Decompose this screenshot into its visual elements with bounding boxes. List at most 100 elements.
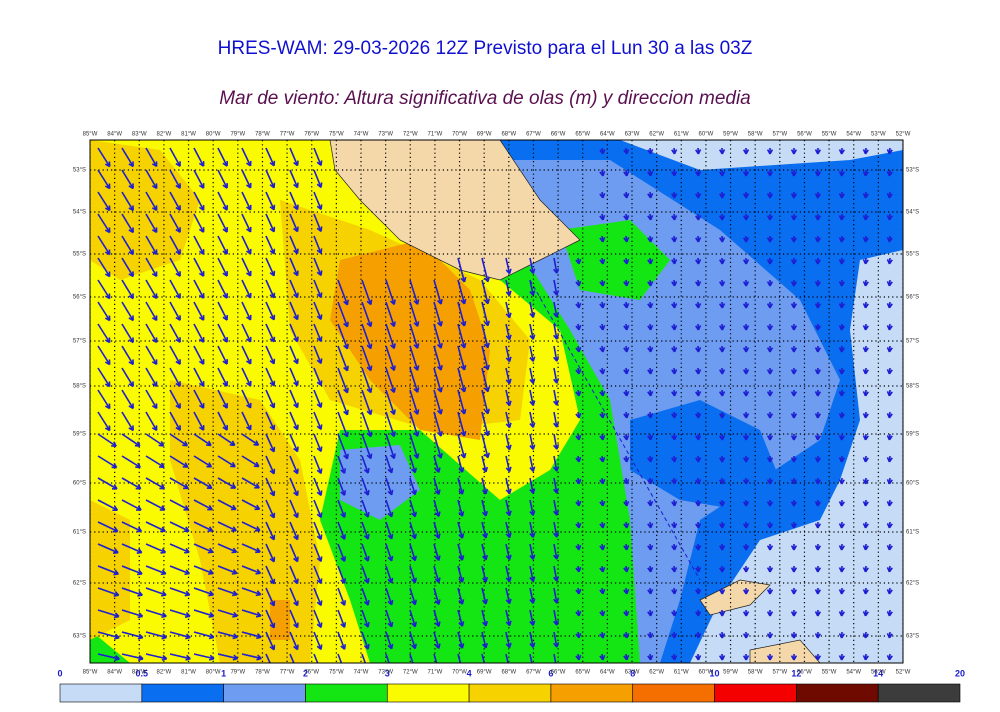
colorbar-swatch bbox=[796, 684, 878, 702]
lon-label-top: 73°W bbox=[378, 132, 393, 138]
lat-label-right: 53°S bbox=[906, 168, 919, 174]
lon-label-bottom: 75°W bbox=[329, 670, 344, 676]
lat-label-right: 62°S bbox=[906, 581, 919, 587]
lat-label-right: 57°S bbox=[906, 339, 919, 345]
colorbar-swatch bbox=[633, 684, 715, 702]
lon-label-top: 76°W bbox=[304, 132, 319, 138]
lon-label-top: 82°W bbox=[157, 132, 172, 138]
lon-label-top: 67°W bbox=[526, 132, 541, 138]
lon-label-top: 63°W bbox=[625, 132, 640, 138]
lon-label-bottom: 62°W bbox=[649, 670, 664, 676]
lon-label-bottom: 78°W bbox=[255, 670, 270, 676]
lon-label-bottom: 52°W bbox=[896, 670, 911, 676]
lon-label-bottom: 68°W bbox=[501, 670, 516, 676]
lon-label-bottom: 67°W bbox=[526, 670, 541, 676]
lon-label-top: 71°W bbox=[428, 132, 443, 138]
lon-label-top: 53°W bbox=[871, 132, 886, 138]
lat-label-left: 57°S bbox=[73, 339, 86, 345]
lon-label-bottom: 54°W bbox=[846, 670, 861, 676]
lon-label-bottom: 77°W bbox=[280, 670, 295, 676]
lon-label-bottom: 81°W bbox=[181, 670, 196, 676]
lat-label-left: 59°S bbox=[73, 432, 86, 438]
lon-label-top: 54°W bbox=[846, 132, 861, 138]
lon-label-bottom: 66°W bbox=[551, 670, 566, 676]
arrow-head bbox=[554, 664, 559, 669]
lon-label-bottom: 82°W bbox=[157, 670, 172, 676]
lon-label-bottom: 60°W bbox=[699, 670, 714, 676]
lon-label-top: 69°W bbox=[477, 132, 492, 138]
colorbar-label: 20 bbox=[955, 668, 965, 678]
lon-label-bottom: 85°W bbox=[83, 670, 98, 676]
colorbar-swatch bbox=[551, 684, 633, 702]
lat-label-left: 55°S bbox=[73, 252, 86, 258]
lon-label-bottom: 63°W bbox=[625, 670, 640, 676]
lat-label-right: 55°S bbox=[906, 252, 919, 258]
lon-label-top: 64°W bbox=[600, 132, 615, 138]
lon-label-bottom: 70°W bbox=[452, 670, 467, 676]
lat-label-right: 54°S bbox=[906, 210, 919, 216]
subtitle: Mar de viento: Altura significativa de o… bbox=[219, 88, 751, 109]
arrow-head bbox=[270, 667, 274, 672]
lat-label-left: 58°S bbox=[73, 384, 86, 390]
colorbar-swatch bbox=[305, 684, 387, 702]
lon-label-top: 60°W bbox=[699, 132, 714, 138]
colorbar-label: 4 bbox=[467, 668, 472, 678]
lat-label-right: 60°S bbox=[906, 481, 919, 487]
lon-label-top: 62°W bbox=[649, 132, 664, 138]
colorbar-swatch bbox=[715, 684, 797, 702]
lat-label-right: 59°S bbox=[906, 432, 919, 438]
lon-label-bottom: 79°W bbox=[230, 670, 245, 676]
lon-label-bottom: 55°W bbox=[822, 670, 837, 676]
lon-label-bottom: 61°W bbox=[674, 670, 689, 676]
lat-label-left: 56°S bbox=[73, 295, 86, 301]
lon-label-top: 80°W bbox=[206, 132, 221, 138]
lat-label-right: 56°S bbox=[906, 295, 919, 301]
lat-label-right: 58°S bbox=[906, 384, 919, 390]
lon-label-top: 70°W bbox=[452, 132, 467, 138]
lon-label-top: 74°W bbox=[354, 132, 369, 138]
lat-label-left: 53°S bbox=[73, 168, 86, 174]
lon-label-top: 83°W bbox=[132, 132, 147, 138]
lon-label-top: 85°W bbox=[83, 132, 98, 138]
lon-label-top: 61°W bbox=[674, 132, 689, 138]
lon-label-top: 77°W bbox=[280, 132, 295, 138]
colorbar-swatch bbox=[224, 684, 306, 702]
lon-label-top: 55°W bbox=[822, 132, 837, 138]
lon-label-bottom: 56°W bbox=[797, 670, 812, 676]
lon-label-top: 68°W bbox=[501, 132, 516, 138]
lon-label-bottom: 72°W bbox=[403, 670, 418, 676]
lon-label-top: 58°W bbox=[748, 132, 763, 138]
colorbar-swatch bbox=[878, 684, 960, 702]
lon-label-bottom: 58°W bbox=[748, 670, 763, 676]
lon-label-top: 52°W bbox=[896, 132, 911, 138]
lon-label-top: 72°W bbox=[403, 132, 418, 138]
lon-label-top: 59°W bbox=[723, 132, 738, 138]
wave-field bbox=[90, 140, 903, 672]
lon-label-bottom: 84°W bbox=[107, 670, 122, 676]
lat-label-left: 60°S bbox=[73, 481, 86, 487]
lon-label-bottom: 59°W bbox=[723, 670, 738, 676]
lat-label-right: 63°S bbox=[906, 634, 919, 640]
lat-label-right: 61°S bbox=[906, 530, 919, 536]
lon-label-bottom: 53°W bbox=[871, 670, 886, 676]
lon-label-top: 65°W bbox=[575, 132, 590, 138]
lon-label-top: 81°W bbox=[181, 132, 196, 138]
lon-label-top: 75°W bbox=[329, 132, 344, 138]
lon-label-bottom: 69°W bbox=[477, 670, 492, 676]
lon-label-top: 66°W bbox=[551, 132, 566, 138]
lon-label-bottom: 80°W bbox=[206, 670, 221, 676]
colorbar-label: 1 bbox=[221, 668, 226, 678]
lon-label-top: 84°W bbox=[107, 132, 122, 138]
colorbar-swatch bbox=[142, 684, 224, 702]
lon-label-bottom: 83°W bbox=[132, 670, 147, 676]
lon-label-bottom: 64°W bbox=[600, 670, 615, 676]
lon-label-bottom: 73°W bbox=[378, 670, 393, 676]
colorbar-swatch bbox=[60, 684, 142, 702]
lat-label-left: 63°S bbox=[73, 634, 86, 640]
lon-label-top: 57°W bbox=[772, 132, 787, 138]
lon-label-bottom: 74°W bbox=[354, 670, 369, 676]
lon-label-top: 78°W bbox=[255, 132, 270, 138]
lon-label-bottom: 57°W bbox=[772, 670, 787, 676]
